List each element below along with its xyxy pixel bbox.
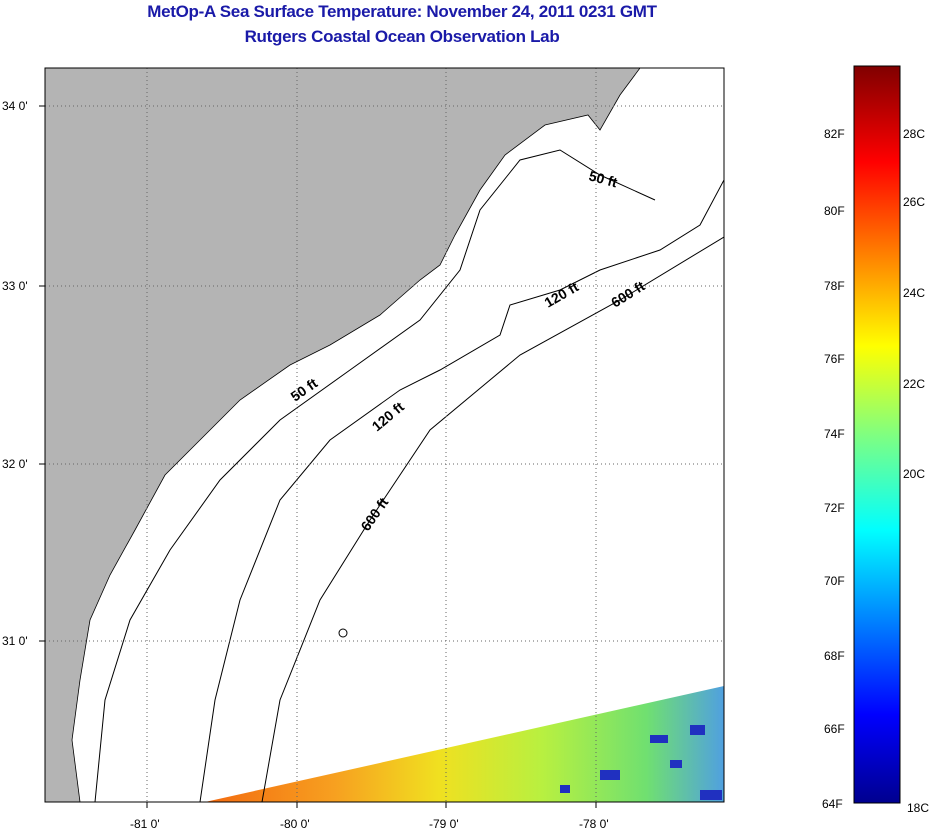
land bbox=[45, 68, 641, 802]
ticks bbox=[39, 105, 597, 808]
c-label: 28C bbox=[903, 127, 925, 141]
c-label: 20C bbox=[903, 467, 925, 481]
contour-50ft bbox=[94, 149, 656, 802]
colorbar-c-labels: 28C 26C 24C 22C 20C 18C bbox=[903, 127, 929, 815]
lat-tick: 31 0' bbox=[2, 634, 28, 648]
cold-patches bbox=[560, 725, 722, 800]
plot-frame bbox=[44, 67, 725, 803]
f-label: 74F bbox=[824, 427, 845, 441]
f-label: 76F bbox=[824, 352, 845, 366]
f-label: 64F bbox=[822, 797, 843, 811]
seamount-contour bbox=[338, 628, 348, 638]
colorbar bbox=[853, 65, 901, 804]
map-title: MetOp-A Sea Surface Temperature: Novembe… bbox=[147, 2, 657, 21]
c-label: 18C bbox=[907, 801, 929, 815]
lat-tick: 32 0' bbox=[2, 457, 28, 471]
f-label: 80F bbox=[824, 204, 845, 218]
lon-tick: -78 0' bbox=[579, 817, 609, 831]
f-label: 82F bbox=[824, 127, 845, 141]
lon-tick: -81 0' bbox=[130, 817, 160, 831]
map-subtitle: Rutgers Coastal Ocean Observation Lab bbox=[244, 27, 560, 46]
f-label: 78F bbox=[824, 279, 845, 293]
lat-tick: 34 0' bbox=[2, 99, 28, 113]
lon-tick: -80 0' bbox=[280, 817, 310, 831]
f-label: 72F bbox=[824, 501, 845, 515]
f-label: 66F bbox=[824, 722, 845, 736]
contour-600ft bbox=[261, 236, 724, 802]
lon-tick: -79 0' bbox=[429, 817, 459, 831]
contour-label: 50 ft bbox=[587, 167, 619, 190]
f-label: 70F bbox=[824, 574, 845, 588]
colorbar-f-labels: 82F 80F 78F 76F 74F 72F 70F 68F 66F 64F bbox=[822, 127, 845, 811]
c-label: 24C bbox=[903, 286, 925, 300]
c-label: 22C bbox=[903, 377, 925, 391]
f-label: 68F bbox=[824, 649, 845, 663]
c-label: 26C bbox=[903, 195, 925, 209]
lat-tick: 33 0' bbox=[2, 279, 28, 293]
swath-sst bbox=[205, 686, 724, 802]
contour-120ft bbox=[199, 179, 724, 802]
